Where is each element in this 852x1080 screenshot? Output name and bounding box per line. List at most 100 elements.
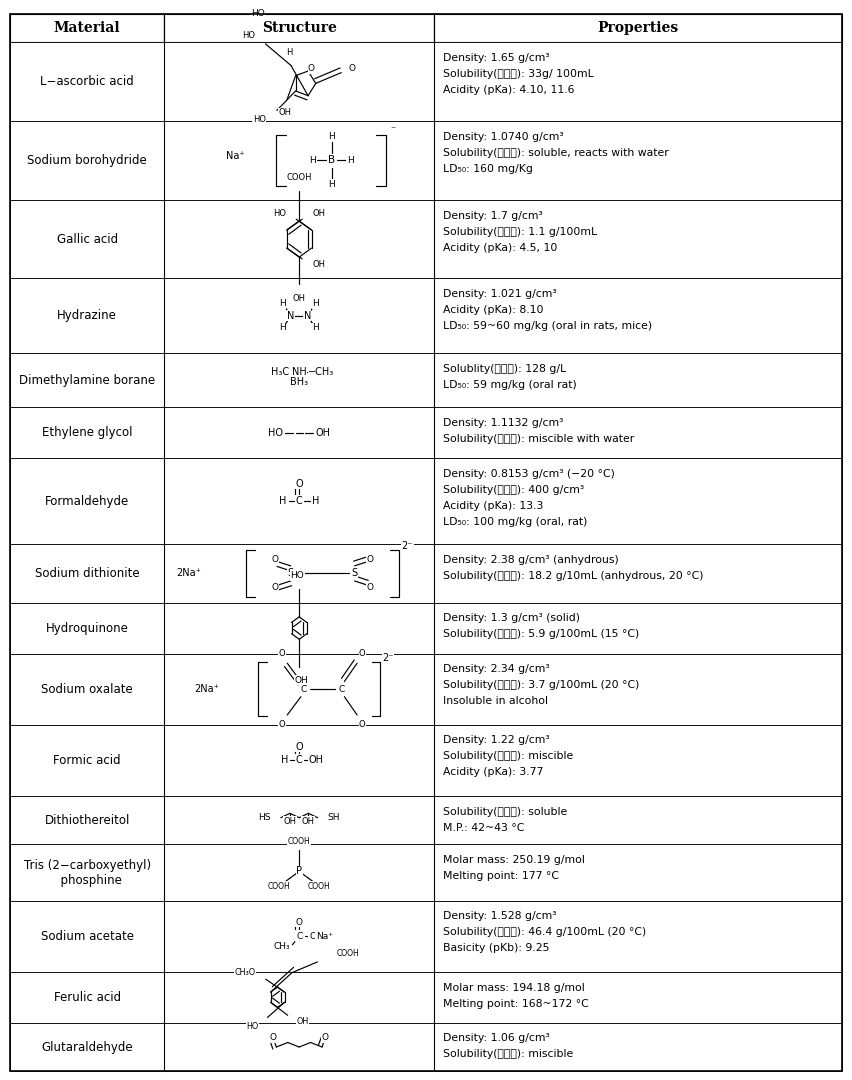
Text: Formaldehyde: Formaldehyde — [45, 495, 130, 508]
Text: C: C — [300, 685, 307, 693]
Bar — [435, 544, 842, 603]
Text: OH: OH — [315, 428, 330, 437]
Text: O: O — [366, 555, 373, 564]
Text: H: H — [280, 755, 288, 766]
Text: Acidity (pKa): 13.3: Acidity (pKa): 13.3 — [443, 501, 544, 511]
Text: L−ascorbic acid: L−ascorbic acid — [40, 76, 134, 89]
Bar — [164, 653, 435, 725]
Text: −CH₃: −CH₃ — [308, 367, 334, 377]
Text: Sodium acetate: Sodium acetate — [41, 930, 134, 943]
Bar — [435, 407, 842, 458]
Text: Solubility(증류수): miscible: Solubility(증류수): miscible — [443, 1050, 573, 1059]
Text: Sodium dithionite: Sodium dithionite — [35, 567, 140, 580]
Text: O: O — [308, 65, 315, 73]
Text: Solublity(증류수): 128 g/L: Solublity(증류수): 128 g/L — [443, 364, 566, 374]
Bar — [435, 653, 842, 725]
Text: C: C — [296, 755, 302, 766]
Text: ⁻: ⁻ — [390, 125, 395, 135]
Text: O: O — [279, 649, 285, 658]
Text: Solubility(증류수): soluble, reacts with water: Solubility(증류수): soluble, reacts with wa… — [443, 148, 669, 158]
Bar — [164, 121, 435, 200]
Text: OH: OH — [313, 210, 325, 218]
Bar — [164, 796, 435, 845]
Bar — [164, 544, 435, 603]
Bar — [435, 14, 842, 42]
Text: H: H — [279, 323, 286, 333]
Text: O: O — [279, 720, 285, 729]
Text: H: H — [309, 156, 316, 165]
Text: B: B — [328, 156, 335, 165]
Bar — [164, 845, 435, 901]
Text: NH: NH — [292, 367, 307, 377]
Text: Glutaraldehyde: Glutaraldehyde — [42, 1040, 133, 1053]
Text: Density: 1.7 g/cm³: Density: 1.7 g/cm³ — [443, 211, 543, 220]
Text: HO: HO — [247, 1022, 259, 1030]
Text: Density: 1.021 g/cm³: Density: 1.021 g/cm³ — [443, 289, 556, 299]
Bar — [10, 200, 164, 279]
Text: H: H — [313, 299, 320, 309]
Text: Density: 0.8153 g/cm³ (−20 °C): Density: 0.8153 g/cm³ (−20 °C) — [443, 469, 614, 478]
Text: H: H — [279, 299, 286, 309]
Text: O: O — [296, 742, 303, 752]
Text: Na⁺: Na⁺ — [226, 151, 245, 161]
Text: LD₅₀: 160 mg/Kg: LD₅₀: 160 mg/Kg — [443, 164, 532, 174]
Text: S: S — [288, 568, 294, 579]
Text: HS: HS — [258, 813, 271, 822]
Text: O: O — [366, 583, 373, 592]
Text: 2Na⁺: 2Na⁺ — [176, 568, 201, 579]
Bar — [10, 1023, 164, 1071]
Text: Na⁺: Na⁺ — [316, 932, 333, 941]
Text: N: N — [287, 311, 295, 321]
Text: COOH: COOH — [268, 881, 291, 891]
Text: Ethylene glycol: Ethylene glycol — [42, 427, 132, 440]
Text: HO: HO — [242, 30, 256, 40]
Bar — [10, 845, 164, 901]
Bar — [435, 972, 842, 1023]
Text: H: H — [347, 156, 354, 165]
Text: Molar mass: 194.18 g/mol: Molar mass: 194.18 g/mol — [443, 983, 584, 993]
Text: H: H — [312, 496, 320, 507]
Bar — [435, 845, 842, 901]
Text: Solubility(증류수): miscible: Solubility(증류수): miscible — [443, 752, 573, 761]
Bar — [10, 407, 164, 458]
Text: Basicity (pKb): 9.25: Basicity (pKb): 9.25 — [443, 944, 550, 954]
Bar — [435, 42, 842, 121]
Text: O: O — [359, 649, 366, 658]
Text: BH₃: BH₃ — [291, 377, 308, 387]
Text: Acidity (pKa): 4.5, 10: Acidity (pKa): 4.5, 10 — [443, 243, 557, 253]
Text: Solubility(증류수): soluble: Solubility(증류수): soluble — [443, 807, 567, 816]
Text: C: C — [296, 496, 302, 507]
Text: HO: HO — [250, 9, 265, 17]
Text: O: O — [269, 1034, 277, 1042]
Text: Tris (2−carboxyethyl)
  phosphine: Tris (2−carboxyethyl) phosphine — [24, 859, 151, 887]
Text: Density: 1.1132 g/cm³: Density: 1.1132 g/cm³ — [443, 418, 563, 428]
Bar — [164, 42, 435, 121]
Text: COOH: COOH — [286, 173, 312, 183]
Text: Solubility(증류수): 3.7 g/100mL (20 °C): Solubility(증류수): 3.7 g/100mL (20 °C) — [443, 680, 639, 690]
Text: Acidity (pKa): 8.10: Acidity (pKa): 8.10 — [443, 306, 544, 315]
Text: O: O — [348, 64, 355, 72]
Text: COOH: COOH — [308, 881, 331, 891]
Text: Gallic acid: Gallic acid — [56, 232, 118, 245]
Bar — [435, 725, 842, 796]
Text: Solubility(증류수): 33g/ 100mL: Solubility(증류수): 33g/ 100mL — [443, 69, 594, 79]
Text: H: H — [328, 133, 335, 141]
Bar — [164, 901, 435, 972]
Text: N: N — [303, 311, 311, 321]
Bar — [435, 1023, 842, 1071]
Text: Density: 1.0740 g/cm³: Density: 1.0740 g/cm³ — [443, 132, 563, 141]
Text: OH: OH — [279, 108, 292, 117]
Text: CH₃: CH₃ — [274, 943, 291, 951]
Text: O: O — [359, 720, 366, 729]
Text: Density: 1.06 g/cm³: Density: 1.06 g/cm³ — [443, 1034, 550, 1043]
Text: H: H — [286, 48, 292, 57]
Text: Hydrazine: Hydrazine — [57, 309, 117, 322]
Text: O: O — [272, 555, 279, 564]
Text: Melting point: 168~172 °C: Melting point: 168~172 °C — [443, 999, 589, 1009]
Text: Material: Material — [54, 22, 120, 36]
Text: Solubility(증류수): 5.9 g/100mL (15 °C): Solubility(증류수): 5.9 g/100mL (15 °C) — [443, 630, 639, 639]
Text: H: H — [279, 496, 286, 507]
Text: Density: 1.65 g/cm³: Density: 1.65 g/cm³ — [443, 53, 550, 64]
Text: O: O — [296, 918, 302, 927]
Text: Molar mass: 250.19 g/mol: Molar mass: 250.19 g/mol — [443, 855, 584, 865]
